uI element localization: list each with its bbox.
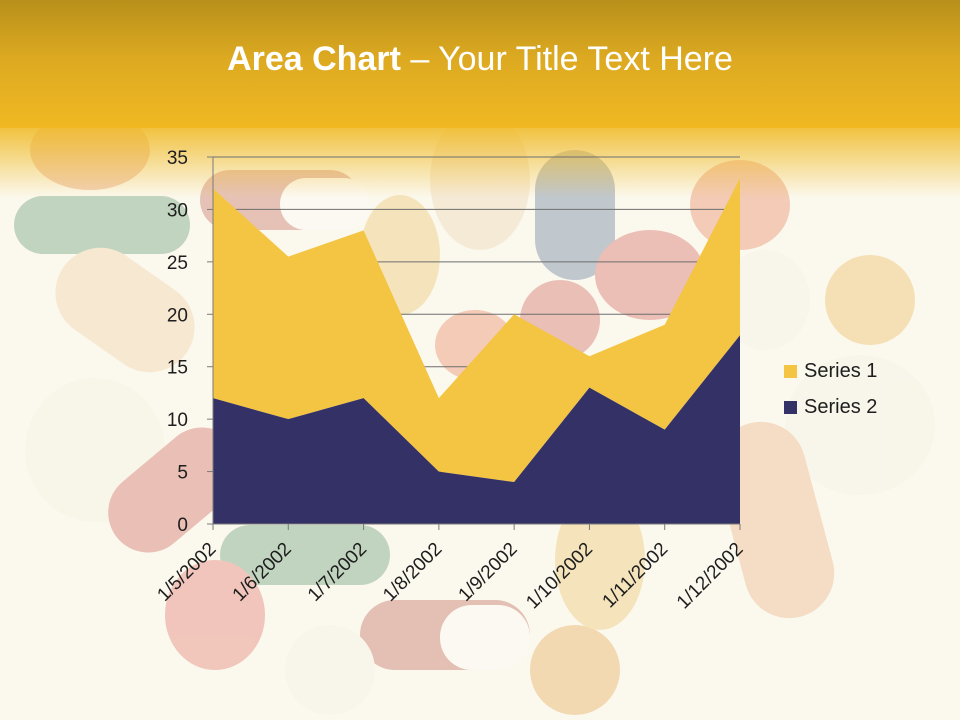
title-rest: – Your Title Text Here	[400, 40, 733, 78]
x-tick-label-5: 1/10/2002	[522, 539, 597, 614]
legend-swatch-series-1	[784, 364, 797, 378]
y-tick-label-10: 10	[167, 410, 188, 431]
area-series-1	[213, 177, 740, 483]
slide-title: Area Chart – Your Title Text Here	[0, 40, 960, 79]
x-tick-label-6: 1/11/2002	[599, 539, 673, 613]
y-tick-label-20: 20	[167, 305, 188, 326]
y-tick-label-30: 30	[167, 200, 188, 221]
x-tick-label-0: 1/5/2002	[153, 539, 220, 606]
title-fade	[0, 128, 960, 198]
legend-item-series-2: Series 2	[784, 394, 877, 420]
legend-label-series-2: Series 2	[804, 395, 878, 418]
y-tick-label-15: 15	[167, 358, 188, 379]
y-tick-label-25: 25	[167, 253, 188, 274]
y-tick-label-35: 35	[167, 148, 188, 169]
y-tick-label-5: 5	[177, 463, 188, 484]
legend-swatch-series-2	[784, 400, 797, 414]
x-tick-label-4: 1/9/2002	[455, 539, 522, 606]
x-tick-label-1: 1/6/2002	[229, 539, 296, 606]
x-tick-label-3: 1/8/2002	[379, 539, 446, 606]
legend-item-series-1: Series 1	[784, 358, 877, 384]
legend-label-series-1: Series 1	[804, 359, 878, 382]
title-bar	[0, 0, 960, 128]
x-tick-label-7: 1/12/2002	[673, 539, 748, 614]
x-tick-label-2: 1/7/2002	[304, 539, 371, 606]
y-tick-label-0: 0	[177, 515, 188, 536]
area-series-2	[213, 335, 740, 524]
legend: Series 1 Series 2	[784, 358, 877, 430]
title-bold: Area Chart	[227, 40, 401, 78]
